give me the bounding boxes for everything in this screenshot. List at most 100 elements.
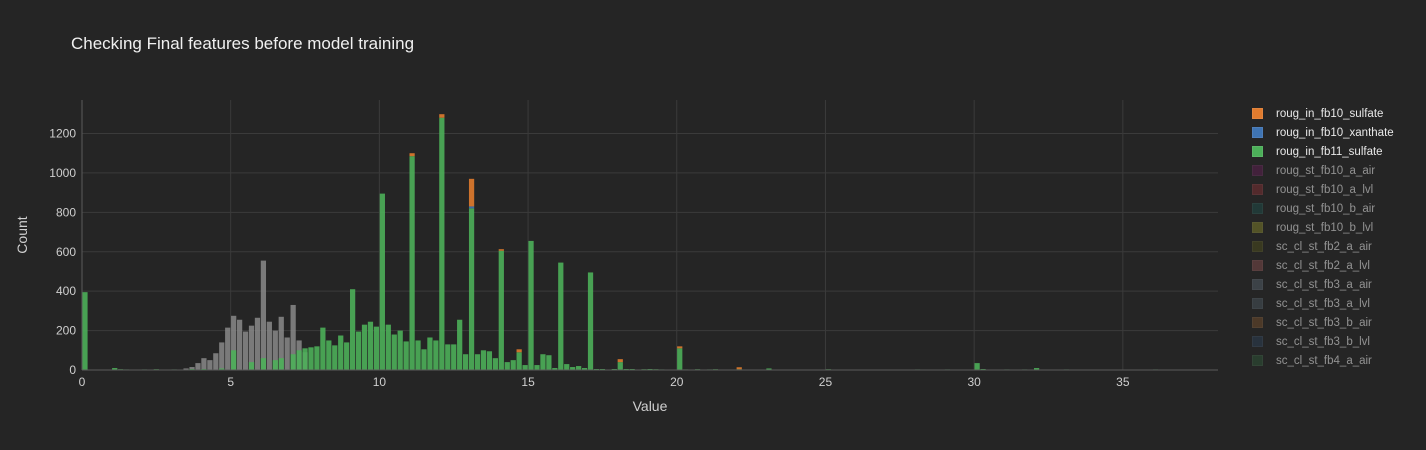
bar-roug_in_fb10_sulfate[interactable] bbox=[677, 346, 683, 349]
bar-roug_in_fb11_sulfate[interactable] bbox=[112, 368, 118, 370]
bar-roug_in_fb11_sulfate[interactable] bbox=[344, 342, 350, 370]
background-bar[interactable] bbox=[254, 317, 261, 370]
bar-roug_in_fb11_sulfate[interactable] bbox=[314, 346, 320, 370]
bar-roug_in_fb11_sulfate[interactable] bbox=[308, 347, 314, 370]
bar-roug_in_fb11_sulfate[interactable] bbox=[433, 340, 439, 370]
legend-item-roug_st_fb10_a_lvl[interactable]: roug_st_fb10_a_lvl bbox=[1252, 180, 1394, 199]
background-bar[interactable] bbox=[201, 358, 207, 370]
bar-roug_in_fb11_sulfate[interactable] bbox=[391, 334, 397, 370]
bar-roug_in_fb11_sulfate[interactable] bbox=[367, 321, 374, 370]
background-bar[interactable] bbox=[195, 363, 201, 370]
bar-roug_in_fb10_sulfate[interactable] bbox=[498, 249, 504, 251]
background-bar[interactable] bbox=[242, 331, 249, 370]
bar-roug_in_fb11_sulfate[interactable] bbox=[552, 368, 558, 370]
bar-roug_in_fb11_sulfate[interactable] bbox=[248, 362, 255, 370]
background-bar[interactable] bbox=[260, 260, 267, 370]
bar-roug_in_fb11_sulfate[interactable] bbox=[1033, 368, 1040, 370]
bar-roug_in_fb11_sulfate[interactable] bbox=[231, 350, 237, 370]
bar-roug_in_fb10_sulfate[interactable] bbox=[468, 178, 475, 207]
bar-roug_in_fb11_sulfate[interactable] bbox=[427, 337, 433, 370]
bar-roug_in_fb11_sulfate[interactable] bbox=[397, 330, 403, 370]
legend-item-roug_st_fb10_b_air[interactable]: roug_st_fb10_b_air bbox=[1252, 199, 1394, 218]
bar-roug_in_fb10_sulfate[interactable] bbox=[439, 114, 445, 118]
bar-roug_in_fb11_sulfate[interactable] bbox=[576, 366, 582, 370]
bar-roug_in_fb11_sulfate[interactable] bbox=[498, 250, 504, 370]
bar-roug_in_fb11_sulfate[interactable] bbox=[480, 350, 487, 370]
bar-roug_in_fb10_sulfate[interactable] bbox=[617, 359, 623, 363]
bar-roug_in_fb11_sulfate[interactable] bbox=[766, 368, 772, 370]
bar-roug_in_fb11_sulfate[interactable] bbox=[974, 363, 980, 370]
bar-roug_in_fb11_sulfate[interactable] bbox=[260, 358, 267, 370]
bar-roug_in_fb11_sulfate[interactable] bbox=[296, 350, 302, 370]
bar-roug_in_fb11_sulfate[interactable] bbox=[463, 354, 469, 370]
bar-roug_in_fb11_sulfate[interactable] bbox=[379, 193, 385, 370]
bar-roug_in_fb11_sulfate[interactable] bbox=[457, 319, 463, 370]
legend-item-sc_cl_st_fb4_a_air[interactable]: sc_cl_st_fb4_a_air bbox=[1252, 351, 1394, 370]
background-bar[interactable] bbox=[219, 342, 225, 370]
background-bar[interactable] bbox=[183, 368, 189, 370]
bar-roug_in_fb11_sulfate[interactable] bbox=[439, 117, 445, 370]
bar-roug_in_fb11_sulfate[interactable] bbox=[219, 368, 225, 370]
background-bar[interactable] bbox=[278, 316, 284, 370]
bar-roug_in_fb11_sulfate[interactable] bbox=[326, 340, 332, 370]
bar-roug_in_fb11_sulfate[interactable] bbox=[570, 367, 576, 370]
bar-roug_in_fb11_sulfate[interactable] bbox=[403, 341, 409, 370]
bar-roug_in_fb11_sulfate[interactable] bbox=[290, 354, 296, 370]
background-bar[interactable] bbox=[290, 304, 296, 370]
bar-roug_in_fb11_sulfate[interactable] bbox=[361, 324, 368, 370]
legend-item-roug_st_fb10_a_air[interactable]: roug_st_fb10_a_air bbox=[1252, 161, 1394, 180]
bar-roug_in_fb11_sulfate[interactable] bbox=[272, 360, 278, 370]
bar-roug_in_fb11_sulfate[interactable] bbox=[558, 262, 564, 370]
bar-roug_in_fb11_sulfate[interactable] bbox=[677, 348, 683, 370]
background-bar[interactable] bbox=[189, 367, 195, 370]
bar-roug_in_fb11_sulfate[interactable] bbox=[528, 240, 534, 370]
bar-roug_in_fb10_sulfate[interactable] bbox=[516, 349, 522, 353]
bar-roug_in_fb11_sulfate[interactable] bbox=[278, 358, 284, 370]
bar-roug_in_fb11_sulfate[interactable] bbox=[617, 362, 623, 370]
bar-roug_in_fb11_sulfate[interactable] bbox=[338, 335, 344, 370]
bar-roug_in_fb11_sulfate[interactable] bbox=[516, 352, 522, 370]
bar-roug_in_fb11_sulfate[interactable] bbox=[409, 156, 415, 370]
bar-roug_in_fb10_xanthate[interactable] bbox=[468, 206, 475, 209]
legend-item-sc_cl_st_fb2_a_air[interactable]: sc_cl_st_fb2_a_air bbox=[1252, 237, 1394, 256]
background-bar[interactable] bbox=[284, 337, 290, 370]
background-bar[interactable] bbox=[272, 330, 278, 370]
background-bar[interactable] bbox=[207, 360, 213, 370]
background-bar[interactable] bbox=[225, 327, 231, 370]
bar-roug_in_fb11_sulfate[interactable] bbox=[504, 362, 510, 370]
bar-roug_in_fb11_sulfate[interactable] bbox=[522, 365, 528, 370]
background-bar[interactable] bbox=[248, 325, 255, 370]
bar-roug_in_fb11_sulfate[interactable] bbox=[546, 355, 552, 370]
bar-roug_in_fb11_sulfate[interactable] bbox=[587, 272, 594, 370]
legend-item-roug_st_fb10_b_lvl[interactable]: roug_st_fb10_b_lvl bbox=[1252, 218, 1394, 237]
bar-roug_in_fb11_sulfate[interactable] bbox=[332, 345, 338, 370]
bar-roug_in_fb11_sulfate[interactable] bbox=[445, 344, 451, 370]
bar-roug_in_fb11_sulfate[interactable] bbox=[474, 354, 481, 370]
background-bar[interactable] bbox=[213, 353, 219, 370]
bar-roug_in_fb10_sulfate[interactable] bbox=[409, 153, 415, 157]
bar-roug_in_fb11_sulfate[interactable] bbox=[540, 354, 546, 370]
legend-item-roug_in_fb11_sulfate[interactable]: roug_in_fb11_sulfate bbox=[1252, 142, 1394, 161]
background-bar[interactable] bbox=[236, 319, 243, 370]
bar-roug_in_fb11_sulfate[interactable] bbox=[486, 351, 493, 370]
bar-roug_in_fb11_sulfate[interactable] bbox=[581, 368, 588, 370]
legend-item-sc_cl_st_fb3_a_air[interactable]: sc_cl_st_fb3_a_air bbox=[1252, 275, 1394, 294]
legend-item-roug_in_fb10_xanthate[interactable]: roug_in_fb10_xanthate bbox=[1252, 123, 1394, 142]
bar-roug_in_fb11_sulfate[interactable] bbox=[355, 331, 362, 370]
legend-item-roug_in_fb10_sulfate[interactable]: roug_in_fb10_sulfate bbox=[1252, 104, 1394, 123]
bar-roug_in_fb10_sulfate[interactable] bbox=[736, 367, 742, 370]
legend-item-sc_cl_st_fb3_a_lvl[interactable]: sc_cl_st_fb3_a_lvl bbox=[1252, 294, 1394, 313]
legend-item-sc_cl_st_fb2_a_lvl[interactable]: sc_cl_st_fb2_a_lvl bbox=[1252, 256, 1394, 275]
bar-roug_in_fb11_sulfate[interactable] bbox=[373, 326, 380, 370]
bar-roug_in_fb11_sulfate[interactable] bbox=[415, 340, 421, 370]
bar-roug_in_fb11_sulfate[interactable] bbox=[302, 348, 308, 370]
bar-roug_in_fb11_sulfate[interactable] bbox=[492, 358, 498, 370]
bar-roug_in_fb11_sulfate[interactable] bbox=[468, 208, 475, 370]
bar-roug_in_fb11_sulfate[interactable] bbox=[451, 344, 457, 370]
bar-roug_in_fb11_sulfate[interactable] bbox=[350, 289, 356, 370]
bar-roug_in_fb11_sulfate[interactable] bbox=[320, 327, 326, 370]
legend-item-sc_cl_st_fb3_b_air[interactable]: sc_cl_st_fb3_b_air bbox=[1252, 313, 1394, 332]
background-bar[interactable] bbox=[231, 315, 237, 370]
bar-roug_in_fb11_sulfate[interactable] bbox=[82, 292, 88, 370]
